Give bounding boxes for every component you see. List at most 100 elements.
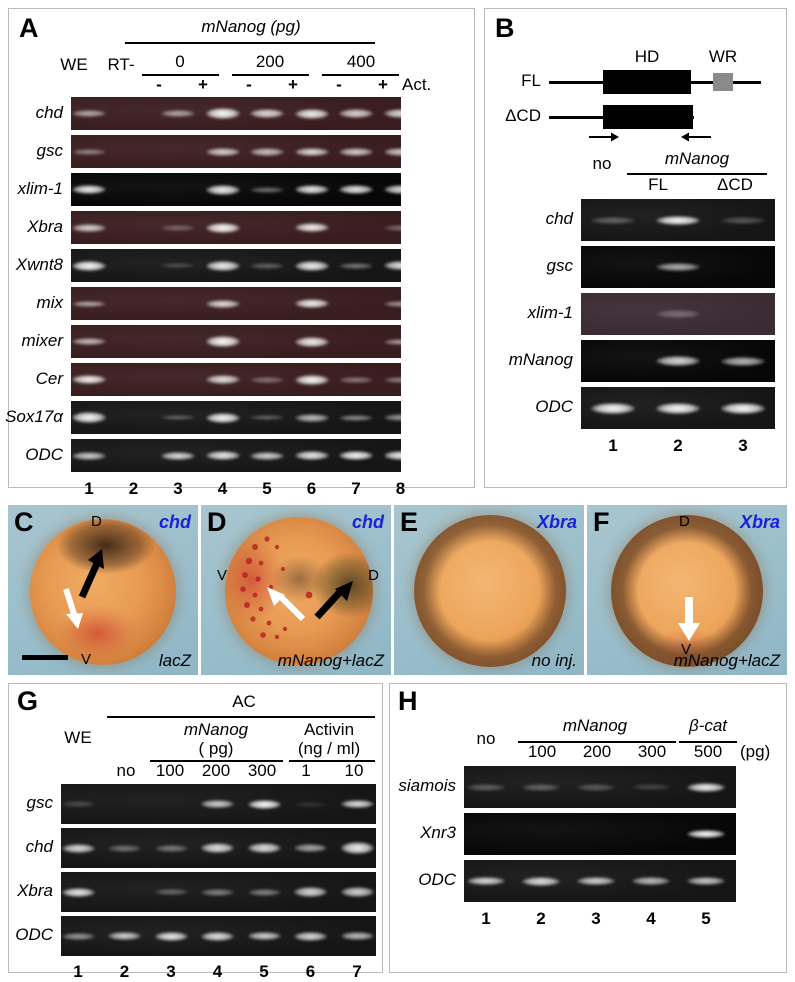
gel-band: [294, 801, 327, 807]
gel-band: [577, 783, 615, 791]
gel-band: [383, 261, 401, 270]
panel-b-fl-hd-box: [603, 70, 691, 94]
panel-c-letter: C: [14, 507, 34, 537]
gel-row-label: ODC: [25, 444, 63, 464]
gel-row-label: ODC: [535, 397, 573, 416]
lane-number: 3: [591, 909, 601, 928]
panel-g-sub-300: 300: [247, 761, 277, 780]
lane-number: 2: [536, 909, 546, 928]
panel-a-header-rt: RT-: [107, 55, 135, 74]
lane-number: 5: [262, 479, 272, 498]
panel-b-subheader-fl: FL: [648, 175, 668, 194]
gel-band: [383, 147, 401, 156]
gel-band: [687, 830, 725, 838]
panel-a-dose-0: 0: [175, 52, 185, 71]
panel-d-speckles: [240, 536, 313, 640]
panel-g-ac-rule: [107, 716, 375, 718]
panel-a-letter: A: [19, 13, 39, 43]
gel-band: [339, 185, 373, 194]
panel-g-sub-100: 100: [155, 761, 185, 780]
gel-band: [201, 888, 234, 896]
gel-row-label: gsc: [36, 140, 63, 160]
panel-h-dose-500: 500: [693, 742, 723, 761]
gel-band: [294, 223, 329, 232]
gel-strip: [71, 287, 401, 320]
gel-row-label: mixer: [21, 330, 63, 350]
gel-strip: [61, 828, 376, 868]
lane-number: 7: [352, 962, 362, 981]
panel-d-gene-tag: chd: [351, 512, 384, 532]
panel-h-header-mnanog: mNanog: [562, 716, 628, 735]
gel-band: [161, 451, 195, 460]
panel-f-embryo-image: [611, 515, 763, 667]
gel-strip: [71, 363, 401, 396]
panel-a-group-rule: [125, 42, 375, 44]
gel-band: [339, 451, 373, 460]
gel-band: [522, 876, 560, 886]
gel-band: [61, 801, 95, 807]
gel-band: [72, 185, 106, 194]
panel-c: D V chd lacZ C: [8, 505, 198, 675]
panel-d: V D chd mNanog+lacZ D: [201, 505, 391, 675]
gel-band: [383, 451, 401, 460]
gel-band: [632, 784, 670, 790]
gel-band: [61, 932, 95, 940]
gel-strip: [71, 325, 401, 358]
panel-g-header-mnanog-unit: ( pg): [198, 739, 234, 758]
gel-band: [467, 877, 505, 885]
gel-band: [250, 109, 284, 118]
gel-band: [205, 451, 240, 460]
gel-band: [340, 932, 374, 940]
gel-band: [250, 147, 284, 156]
gel-row-label: xlim-1: [527, 303, 573, 322]
gel-row-label: ODC: [15, 925, 53, 944]
panel-b-domain-wr: WR: [708, 47, 738, 66]
panel-b-dcd-hd-box: [603, 105, 693, 129]
gel-band: [687, 877, 725, 885]
gel-band: [205, 412, 240, 423]
panel-g-header-activin: Activin: [303, 720, 355, 739]
gel-band: [250, 451, 284, 460]
gel-band: [205, 260, 240, 271]
gel-texture: [581, 293, 775, 335]
lane-number: 1: [73, 962, 83, 981]
lane-number: 4: [646, 909, 656, 928]
gel-band: [340, 800, 374, 808]
gel-band: [340, 887, 374, 897]
gel-band: [721, 402, 765, 414]
gel-band: [72, 110, 106, 117]
lane-number: 3: [738, 436, 748, 455]
panel-a-dose-400: 400: [346, 52, 376, 71]
gel-band: [339, 414, 373, 421]
panel-f-letter: F: [593, 507, 610, 537]
gel-row-label: siamois: [398, 776, 456, 795]
gel-row-label: gsc: [546, 256, 573, 275]
gel-band: [247, 932, 281, 940]
panel-b: B HD WR FL ΔCD no mNanog FL ΔCD chd gsc xl…: [484, 8, 787, 488]
lane-number: 1: [608, 436, 618, 455]
gel-row-label: chd: [25, 837, 53, 856]
gel-band: [656, 310, 700, 318]
gel-band: [721, 216, 765, 224]
panel-g-header-activin-unit: (ng / ml): [297, 739, 361, 758]
panel-d-condition-tag: mNanog+lacZ: [277, 651, 384, 670]
gel-band: [72, 223, 106, 232]
gel-band: [339, 109, 373, 118]
panel-f-gene-tag: Xbra: [739, 512, 780, 532]
gel-band: [250, 376, 284, 383]
panel-g-sub-10: 10: [344, 761, 364, 780]
gel-band: [591, 216, 635, 224]
panel-c-axis-v: V: [81, 651, 92, 668]
gel-band: [383, 224, 401, 231]
gel-band: [154, 889, 188, 895]
panel-c-gene-tag: chd: [158, 512, 191, 532]
gel-band: [205, 147, 240, 156]
panel-b-group-rule: [627, 173, 767, 175]
gel-strip: [71, 401, 401, 434]
panel-a-sign-3: -: [246, 75, 252, 94]
panel-g-letter: G: [17, 686, 39, 716]
gel-band: [61, 887, 95, 897]
panel-c-embryo-image: [30, 519, 176, 665]
panel-a-sign-5: -: [336, 75, 342, 94]
panel-g-header-ac: AC: [232, 692, 256, 711]
